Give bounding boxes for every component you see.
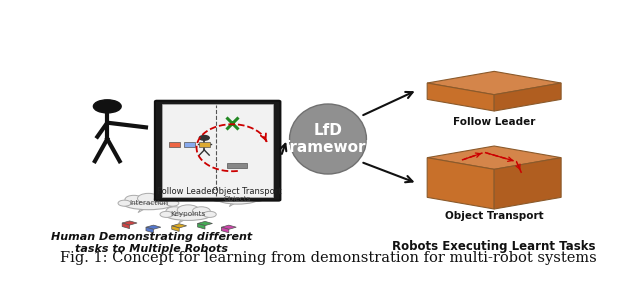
- Text: Follow Leader: Follow Leader: [157, 188, 215, 196]
- Circle shape: [138, 193, 159, 204]
- Text: Follow Leader: Follow Leader: [453, 117, 535, 127]
- Circle shape: [241, 191, 259, 200]
- Bar: [169, 142, 180, 147]
- Polygon shape: [122, 223, 129, 228]
- Circle shape: [204, 211, 216, 218]
- Ellipse shape: [164, 208, 212, 221]
- Polygon shape: [428, 146, 561, 169]
- Text: Keypoints: Keypoints: [170, 211, 205, 217]
- Circle shape: [177, 205, 199, 215]
- Polygon shape: [146, 227, 154, 233]
- Polygon shape: [172, 224, 187, 228]
- Circle shape: [166, 200, 179, 206]
- FancyBboxPatch shape: [162, 104, 273, 197]
- Bar: [199, 142, 210, 147]
- Circle shape: [199, 135, 209, 140]
- Polygon shape: [172, 226, 179, 231]
- Circle shape: [125, 195, 143, 204]
- Text: Robots Executing Learnt Tasks: Robots Executing Learnt Tasks: [392, 240, 596, 253]
- Text: Interaction: Interaction: [129, 200, 168, 206]
- Ellipse shape: [289, 104, 367, 174]
- Circle shape: [212, 195, 225, 201]
- Ellipse shape: [217, 193, 259, 204]
- Polygon shape: [428, 158, 494, 209]
- Polygon shape: [138, 209, 144, 213]
- Circle shape: [160, 211, 173, 218]
- Polygon shape: [146, 225, 161, 229]
- Polygon shape: [428, 83, 494, 111]
- Circle shape: [93, 100, 121, 113]
- Polygon shape: [229, 204, 234, 207]
- Circle shape: [217, 191, 235, 200]
- Text: LfD
Framework: LfD Framework: [280, 123, 376, 155]
- Polygon shape: [198, 221, 212, 225]
- Text: Human Demonstrating different
tasks to Multiple Robots: Human Demonstrating different tasks to M…: [51, 232, 253, 254]
- Text: Fig. 1: Concept for learning from demonstration for multi-robot systems: Fig. 1: Concept for learning from demons…: [60, 251, 596, 265]
- Circle shape: [166, 207, 184, 215]
- Text: Object Transport: Object Transport: [212, 188, 282, 196]
- Polygon shape: [494, 83, 561, 111]
- Circle shape: [193, 207, 211, 215]
- Circle shape: [118, 200, 131, 206]
- Polygon shape: [494, 158, 561, 209]
- Bar: [227, 163, 247, 168]
- FancyBboxPatch shape: [155, 101, 280, 201]
- Text: Objects: Objects: [224, 195, 252, 201]
- Bar: [184, 142, 195, 147]
- Polygon shape: [122, 221, 137, 225]
- Text: Object Transport: Object Transport: [445, 211, 543, 221]
- Polygon shape: [221, 227, 229, 233]
- Circle shape: [251, 195, 264, 201]
- Polygon shape: [428, 71, 561, 95]
- Ellipse shape: [122, 197, 175, 210]
- Circle shape: [154, 195, 172, 204]
- Circle shape: [227, 189, 249, 200]
- Polygon shape: [221, 225, 236, 229]
- Polygon shape: [198, 224, 205, 229]
- Polygon shape: [179, 220, 184, 223]
